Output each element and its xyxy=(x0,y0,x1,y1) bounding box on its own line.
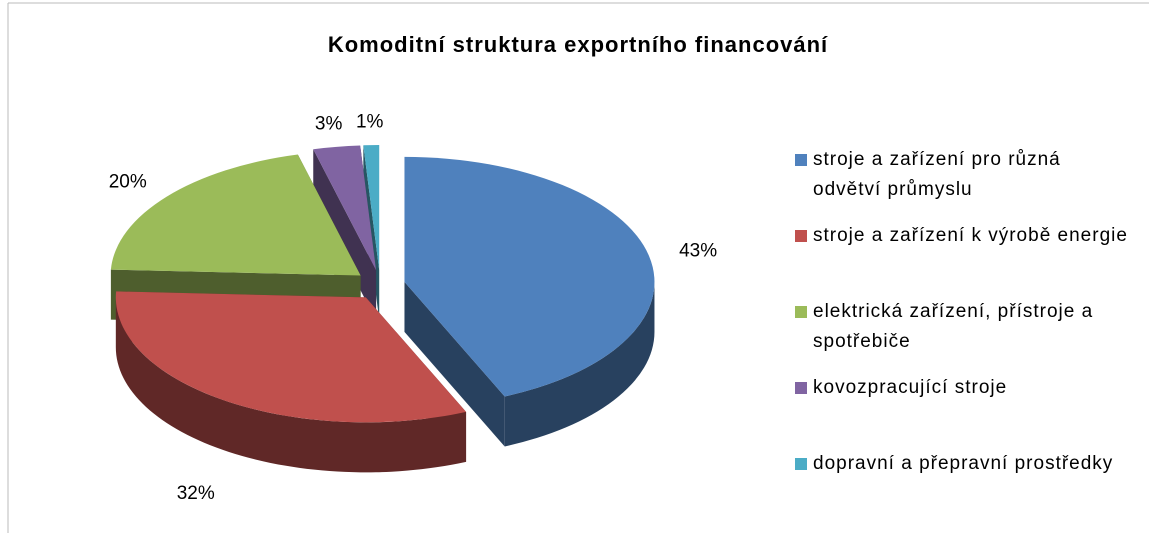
legend-entry: elektrická zařízení, přístroje a spotřeb… xyxy=(795,297,1135,373)
slice-side xyxy=(115,297,467,473)
legend-key xyxy=(795,382,807,394)
slice xyxy=(363,145,380,271)
slice-tops xyxy=(110,145,655,423)
legend-key xyxy=(795,230,807,242)
legend-label: stroje a zařízení k výrobě energie xyxy=(813,225,1128,246)
legend-entry: dopravní a přepravní prostředky xyxy=(795,449,1135,525)
slice xyxy=(115,291,467,423)
legend-key xyxy=(795,306,807,318)
data-label: 20% xyxy=(109,172,147,193)
data-label: 1% xyxy=(356,112,384,133)
legend-label: stroje a zařízení pro různá odvětví prům… xyxy=(813,149,1061,200)
legend-label: elektrická zařízení, přístroje a spotřeb… xyxy=(813,301,1094,352)
legend-entry: stroje a zařízení k výrobě energie xyxy=(795,221,1135,297)
slice xyxy=(313,145,377,271)
legend-entry: kovozpracující stroje xyxy=(795,373,1135,449)
legend-entry: stroje a zařízení pro různá odvětví prům… xyxy=(795,145,1135,221)
legend: stroje a zařízení pro různá odvětví prům… xyxy=(795,145,1135,525)
data-label: 3% xyxy=(315,114,343,135)
data-label: 32% xyxy=(177,483,215,504)
slice-side xyxy=(504,281,655,447)
data-label: 43% xyxy=(679,241,717,262)
legend-key xyxy=(795,154,807,166)
legend-label: dopravní a přepravní prostředky xyxy=(813,453,1114,474)
legend-key xyxy=(795,458,807,470)
chart-title: Komoditní struktura exportního financová… xyxy=(328,32,828,57)
slice-face xyxy=(404,281,505,447)
legend-label: kovozpracující stroje xyxy=(813,377,1008,398)
slice xyxy=(110,154,361,276)
slice xyxy=(404,156,655,397)
